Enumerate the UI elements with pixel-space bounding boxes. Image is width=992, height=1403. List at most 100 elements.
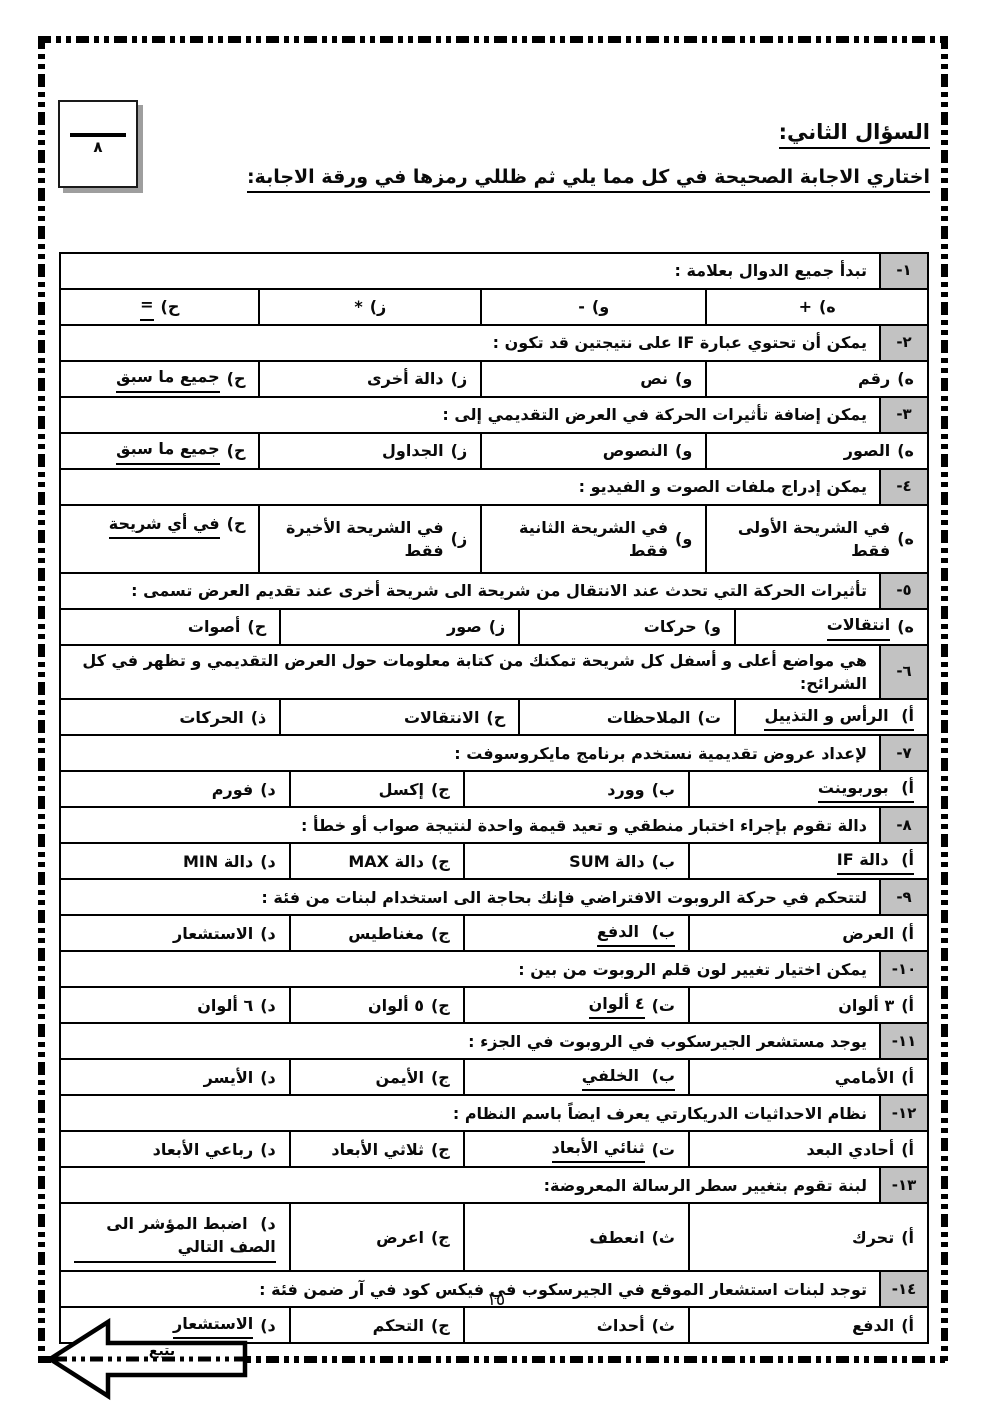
page-border-left bbox=[38, 36, 45, 1363]
option-letter: و) bbox=[703, 617, 721, 637]
options-row: أ) الأمامي ب) الخلفي ج) الأيمن د) الأيسر bbox=[61, 1060, 927, 1097]
question-number: ٤- bbox=[879, 470, 927, 504]
option-letter: ه) bbox=[897, 529, 914, 549]
question-number: ٨- bbox=[879, 808, 927, 843]
option-cell: ه) انتقالات bbox=[733, 610, 927, 644]
option-letter: ه) bbox=[897, 369, 914, 389]
question-row: ٧- لإعداد عروض تقديمية نستخدم برنامج مايك… bbox=[61, 736, 927, 773]
option-letter: ج) bbox=[430, 923, 450, 943]
option-letter: ج) bbox=[430, 1227, 450, 1247]
options-row: أ) ٣ ألوان ت) ٤ ألوان ج) ٥ ألوان د) ٦ ألوان bbox=[61, 988, 927, 1025]
option-text: الانتقالات bbox=[403, 707, 480, 727]
option-cell: د) رباعي الأبعاد bbox=[61, 1132, 289, 1166]
marked-answer: ب) الدفع bbox=[596, 920, 675, 947]
questions-table: ١- تبدأ جميع الدوال بعلامة : ه) + و) - ز) * ح) = ٢… bbox=[59, 252, 929, 1345]
question-text: يمكن إضافة تأثيرات الحركة في العرض التقد… bbox=[442, 405, 867, 425]
options-row: أ) الرأس و التذييل ت) الملاحظات ح) الانتقالا… bbox=[61, 700, 927, 737]
option-text: دالة MAX bbox=[348, 851, 424, 871]
option-cell: و) نص bbox=[480, 362, 705, 396]
option-letter: أ) bbox=[901, 705, 914, 725]
option-cell: ث) أحداث bbox=[462, 1308, 688, 1343]
option-cell: ه) الصور bbox=[705, 434, 927, 468]
question-text: يمكن أن تحتوي عبارة IF على نتيجتين قد تك… bbox=[492, 333, 867, 353]
option-cell: ج) ٥ ألوان bbox=[288, 988, 463, 1023]
option-cell: ح) في أي شريحة bbox=[61, 506, 258, 572]
option-cell: ت) الملاحظات bbox=[518, 700, 734, 735]
option-cell: ز) في الشريحة الأخيرة فقط bbox=[258, 506, 480, 572]
option-text: الأمامي bbox=[834, 1067, 895, 1087]
continued-arrow: يتبع bbox=[45, 1317, 250, 1401]
marked-answer: أ) بوربوينت bbox=[817, 776, 914, 803]
option-letter: ذ) bbox=[250, 707, 267, 727]
option-cell: ث) انعطف bbox=[462, 1204, 688, 1271]
option-letter: ز) bbox=[369, 297, 387, 317]
option-letter: ج) bbox=[430, 851, 450, 871]
options-row: ه) رقم و) نص ز) دالة أخرى ح) جميع ما سبق bbox=[61, 362, 927, 398]
option-cell: ز) دالة أخرى bbox=[258, 362, 480, 396]
question-row: ١٢- نظام الاحداثيات الدريكارتي يعرف ايضاً… bbox=[61, 1096, 927, 1133]
option-cell: ح) أصوات bbox=[61, 610, 279, 644]
question-text: يوجد مستشعر الجيرسكوب في الروبوت في الجز… bbox=[468, 1031, 867, 1051]
question-row: ١- تبدأ جميع الدوال بعلامة : bbox=[61, 254, 927, 290]
option-cell: ح) الانتقالات bbox=[279, 700, 518, 735]
option-cell: ت) ٤ ألوان bbox=[462, 988, 688, 1023]
option-text: بوربوينت bbox=[817, 777, 889, 797]
option-cell: ج) الأيمن bbox=[288, 1060, 463, 1095]
option-cell: د) الأيسر bbox=[61, 1060, 289, 1094]
option-cell: د) الاستشعار bbox=[61, 916, 289, 950]
score-box: ٨ bbox=[58, 100, 138, 188]
option-letter: ب) bbox=[651, 921, 675, 941]
option-cell: ت) ثنائي الأبعاد bbox=[462, 1132, 688, 1167]
option-letter: د) bbox=[260, 1067, 276, 1087]
option-cell: ه) + bbox=[705, 290, 927, 324]
option-letter: ب) bbox=[651, 851, 675, 871]
option-letter: ب) bbox=[651, 1065, 675, 1085]
options-row: أ) الدفع ث) أحداث ج) التحكم د) الاستشعار bbox=[61, 1308, 927, 1343]
options-row: أ) دالة IF ب) دالة SUM ج) دالة MAX د) دالة MIN bbox=[61, 844, 927, 881]
option-text: ثلاثي الأبعاد bbox=[331, 1139, 424, 1159]
question-row: ٣- يمكن إضافة تأثيرات الحركة في العرض الت… bbox=[61, 398, 927, 434]
option-letter: ث) bbox=[651, 1315, 675, 1335]
option-letter: ح) bbox=[226, 369, 246, 389]
option-text: في أي شريحة bbox=[108, 512, 220, 540]
question-row: ٢- يمكن أن تحتوي عبارة IF على نتيجتين قد … bbox=[61, 326, 927, 362]
option-letter: ح) bbox=[160, 297, 180, 317]
option-cell: ذ) الحركات bbox=[61, 700, 279, 734]
options-row: أ) تحرك ث) انعطف ج) اعرض د) اضبط المؤشر الى ال… bbox=[61, 1204, 927, 1273]
option-text: أحداث bbox=[596, 1315, 645, 1335]
option-text: انتقالات bbox=[826, 613, 891, 641]
option-text: دالة SUM bbox=[569, 851, 645, 871]
page-border-bottom bbox=[38, 1356, 948, 1363]
question-row: ١٠- يمكن اختيار تغيير لون قلم الروبوت من … bbox=[61, 952, 927, 989]
page-border-top bbox=[38, 36, 948, 43]
options-row: أ) العرض ب) الدفع ج) مغناطيس د) الاستشعار bbox=[61, 916, 927, 953]
option-cell: ه) في الشريحة الأولى فقط bbox=[705, 506, 927, 572]
question-number: ١١- bbox=[879, 1024, 927, 1059]
question-text: لإعداد عروض تقديمية نستخدم برنامج مايكرو… bbox=[454, 743, 867, 763]
option-text: جميع ما سبق bbox=[116, 437, 220, 465]
option-text: الملاحظات bbox=[606, 707, 691, 727]
option-letter: و) bbox=[675, 369, 693, 389]
option-letter: و) bbox=[675, 441, 693, 461]
option-letter: د) bbox=[260, 923, 276, 943]
option-letter: ز) bbox=[488, 617, 506, 637]
option-cell: أ) ٣ ألوان bbox=[687, 988, 927, 1023]
question-text: تبدأ جميع الدوال بعلامة : bbox=[674, 261, 867, 281]
option-text: اضبط المؤشر الى الصف التالي bbox=[106, 1214, 276, 1257]
question-number: ١- bbox=[879, 254, 927, 288]
section-title: السؤال الثاني: bbox=[778, 120, 930, 149]
marked-answer: ب) الخلفي bbox=[581, 1064, 675, 1091]
option-text: رباعي الأبعاد bbox=[152, 1139, 254, 1159]
option-cell: د) دالة MIN bbox=[61, 844, 289, 878]
question-text: توجد لبنات استشعار الموقع في الجيرسكوب ف… bbox=[259, 1279, 867, 1299]
page-number: ١٥ bbox=[486, 1290, 506, 1310]
option-cell: ج) دالة MAX bbox=[288, 844, 463, 879]
option-cell: أ) تحرك bbox=[687, 1204, 927, 1271]
option-letter: أ) bbox=[901, 995, 914, 1015]
option-text: الأيمن bbox=[375, 1067, 424, 1087]
option-cell: ج) إكسل bbox=[288, 772, 463, 807]
option-cell: ج) ثلاثي الأبعاد bbox=[288, 1132, 463, 1167]
question-row: ٤- يمكن إدراج ملفات الصوت و الفيديو : bbox=[61, 470, 927, 506]
option-letter: ح) bbox=[486, 707, 506, 727]
